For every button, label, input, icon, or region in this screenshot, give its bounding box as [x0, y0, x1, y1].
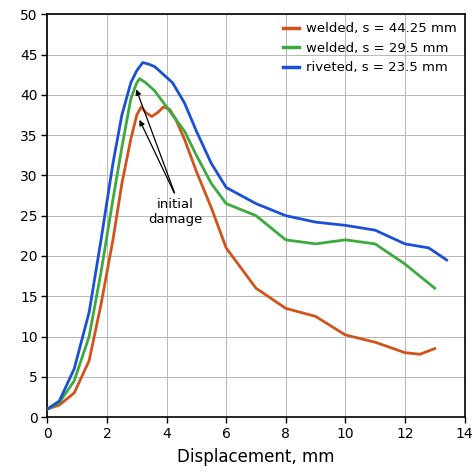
X-axis label: Displacement, mm: Displacement, mm — [177, 448, 335, 466]
Legend: welded, s = 44.25 mm, welded, s = 29.5 mm, riveted, s = 23.5 mm: welded, s = 44.25 mm, welded, s = 29.5 m… — [278, 17, 462, 80]
Text: initial
damage: initial damage — [148, 198, 203, 226]
